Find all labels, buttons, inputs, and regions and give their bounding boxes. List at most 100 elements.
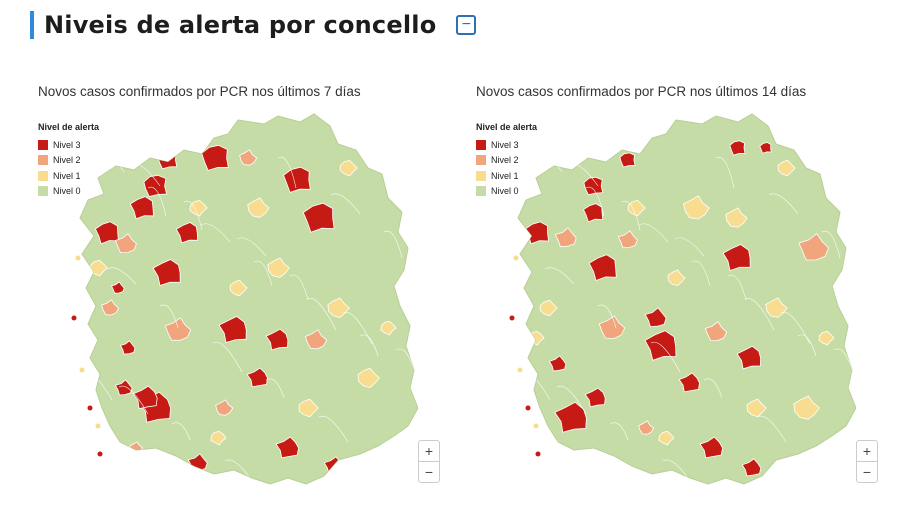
- zoom-out-button[interactable]: −: [857, 461, 877, 482]
- islet: [517, 367, 523, 373]
- legend-swatch: [476, 155, 486, 166]
- municipality-nivel-1[interactable]: [683, 195, 710, 220]
- legend-swatch: [38, 139, 48, 150]
- municipality-nivel-1[interactable]: [339, 159, 358, 177]
- legend-swatch: [38, 155, 48, 166]
- municipality-nivel-3[interactable]: [246, 367, 268, 388]
- municipality-nivel-1[interactable]: [746, 398, 767, 418]
- municipality-nivel-3[interactable]: [119, 340, 136, 355]
- municipality-nivel-3[interactable]: [265, 328, 289, 351]
- municipality-nivel-2[interactable]: [100, 299, 119, 316]
- islet: [95, 423, 101, 429]
- legend-swatch: [38, 186, 48, 197]
- legend: Nivel de alerta Nivel 3 Nivel 2 Nivel 1 …: [38, 122, 99, 199]
- municipality-nivel-3[interactable]: [175, 222, 199, 244]
- municipality-nivel-1[interactable]: [793, 395, 820, 420]
- municipality-nivel-3[interactable]: [275, 436, 300, 459]
- municipality-nivel-2[interactable]: [215, 399, 234, 416]
- legend-swatch: [38, 170, 48, 181]
- municipality-nivel-1[interactable]: [247, 197, 270, 218]
- municipality-nivel-1[interactable]: [267, 257, 290, 278]
- page-header: Niveis de alerta por concello −: [30, 8, 477, 42]
- legend-title: Nivel de alerta: [476, 122, 538, 132]
- municipality-nivel-3[interactable]: [582, 203, 604, 223]
- municipality-nivel-1[interactable]: [210, 431, 227, 446]
- municipality-nivel-3[interactable]: [129, 196, 154, 220]
- municipality-nivel-3[interactable]: [94, 221, 119, 245]
- municipality-nivel-3[interactable]: [218, 315, 247, 344]
- galicia-map[interactable]: [38, 108, 418, 498]
- legend-item-nivel-0: Nivel 0: [476, 184, 537, 200]
- islet: [513, 255, 519, 261]
- islet: [535, 451, 541, 457]
- map-panel-7-days: Novos casos confirmados por PCR nos últi…: [38, 80, 458, 500]
- municipality-nivel-3[interactable]: [114, 379, 133, 396]
- municipality-nivel-2[interactable]: [638, 420, 655, 435]
- zoom-in-button[interactable]: +: [862, 443, 872, 459]
- municipality-nivel-3[interactable]: [736, 345, 762, 370]
- legend-swatch: [476, 170, 486, 181]
- zoom-out-button[interactable]: −: [419, 461, 439, 482]
- municipality-nivel-3[interactable]: [619, 152, 636, 168]
- islet: [87, 405, 93, 411]
- municipality-nivel-1[interactable]: [725, 207, 748, 228]
- municipality-nivel-1[interactable]: [189, 199, 208, 217]
- municipality-nivel-3[interactable]: [644, 307, 667, 328]
- municipality-nivel-1[interactable]: [818, 330, 835, 346]
- municipality-nivel-2[interactable]: [798, 233, 830, 261]
- region-nivel-0-base: [79, 113, 418, 485]
- municipality-nivel-3[interactable]: [678, 372, 700, 393]
- municipality-nivel-3[interactable]: [722, 244, 751, 272]
- municipality-nivel-3[interactable]: [699, 436, 724, 459]
- municipality-nivel-3[interactable]: [302, 202, 335, 233]
- municipality-nivel-3[interactable]: [283, 166, 311, 193]
- municipality-nivel-3[interactable]: [741, 458, 762, 477]
- municipality-nivel-1[interactable]: [229, 279, 248, 297]
- map-title: Novos casos confirmados por PCR nos últi…: [476, 84, 807, 99]
- zoom-in-button[interactable]: +: [424, 443, 434, 459]
- municipality-nivel-3[interactable]: [588, 254, 617, 282]
- municipality-nivel-3[interactable]: [152, 259, 181, 287]
- municipality-nivel-3[interactable]: [548, 355, 567, 372]
- municipality-nivel-3[interactable]: [132, 385, 158, 410]
- municipality-nivel-3[interactable]: [759, 142, 772, 154]
- municipality-nivel-3[interactable]: [143, 174, 168, 197]
- municipality-nivel-1[interactable]: [357, 367, 380, 389]
- municipality-nivel-3[interactable]: [584, 387, 606, 408]
- municipality-nivel-2[interactable]: [239, 149, 258, 166]
- region-nivel-0-base: [517, 113, 856, 485]
- municipality-nivel-2[interactable]: [617, 230, 638, 249]
- municipality-nivel-2[interactable]: [114, 233, 137, 254]
- municipality-nivel-3[interactable]: [554, 401, 587, 433]
- municipality-nivel-3[interactable]: [729, 140, 746, 156]
- municipality-nivel-2[interactable]: [305, 329, 328, 350]
- legend-item-nivel-3: Nivel 3: [476, 137, 537, 153]
- legend: Nivel de alerta Nivel 3 Nivel 2 Nivel 1 …: [476, 122, 537, 199]
- municipality-nivel-3[interactable]: [201, 144, 229, 171]
- islet: [509, 315, 515, 321]
- municipality-nivel-3[interactable]: [111, 281, 125, 294]
- collapse-button[interactable]: −: [456, 15, 477, 35]
- header-accent-bar: [30, 11, 34, 39]
- municipality-nivel-2[interactable]: [164, 317, 192, 341]
- municipality-nivel-1[interactable]: [777, 159, 796, 177]
- legend-item-nivel-2: Nivel 2: [476, 153, 537, 169]
- islet: [75, 255, 81, 261]
- islet: [79, 367, 85, 373]
- municipality-nivel-1[interactable]: [380, 320, 397, 336]
- legend-title: Nivel de alerta: [38, 122, 100, 132]
- municipality-nivel-2[interactable]: [566, 450, 583, 465]
- legend-item-nivel-3: Nivel 3: [38, 137, 99, 153]
- municipality-nivel-2[interactable]: [598, 315, 626, 339]
- municipality-nivel-2[interactable]: [554, 227, 577, 248]
- legend-item-nivel-1: Nivel 1: [476, 168, 537, 184]
- legend-item-nivel-2: Nivel 2: [38, 153, 99, 169]
- galicia-map[interactable]: [476, 108, 856, 498]
- municipality-nivel-1[interactable]: [298, 398, 319, 418]
- municipality-nivel-1[interactable]: [658, 430, 675, 446]
- municipality-nivel-1[interactable]: [667, 269, 686, 287]
- municipality-nivel-1[interactable]: [539, 299, 558, 317]
- municipality-nivel-2[interactable]: [704, 321, 728, 342]
- municipality-nivel-1[interactable]: [627, 199, 646, 217]
- municipality-nivel-3[interactable]: [583, 176, 604, 196]
